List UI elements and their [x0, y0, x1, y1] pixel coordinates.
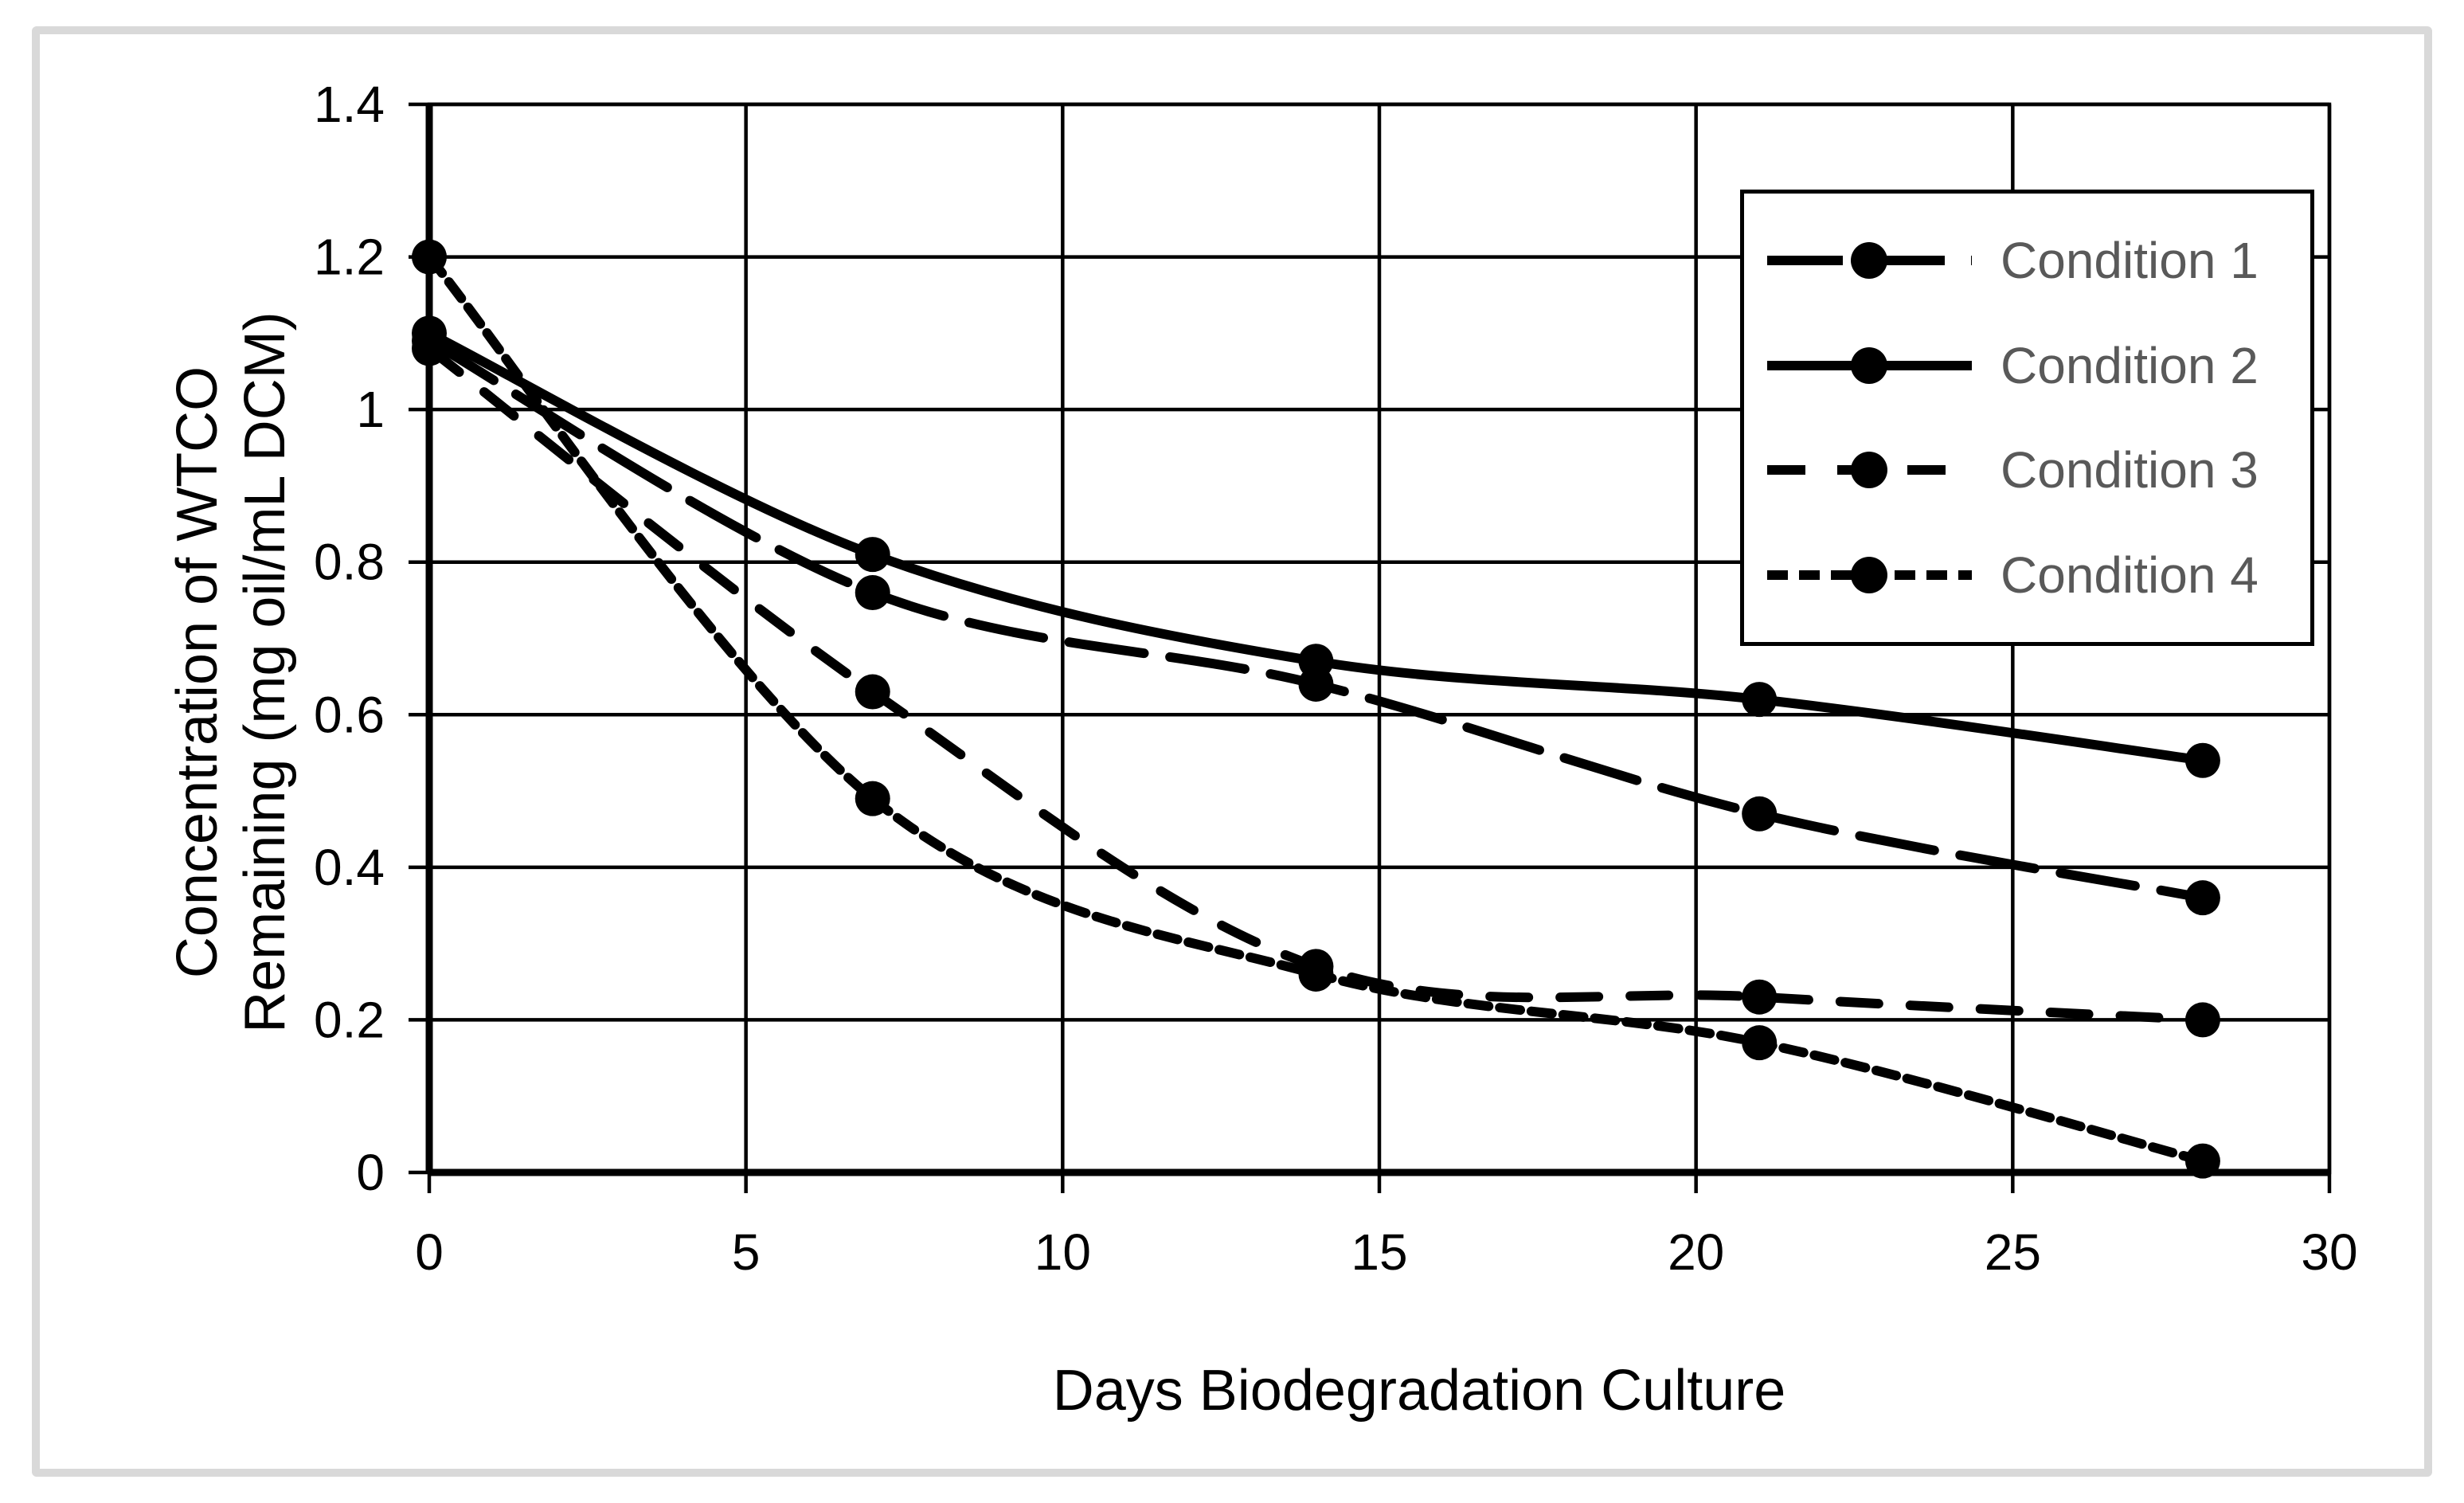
legend-item-condition-1: Condition 1	[1744, 231, 2310, 290]
y-tick-label: 0.6	[314, 686, 385, 743]
data-marker-3	[2184, 1002, 2220, 1038]
legend-label: Condition 1	[2001, 231, 2259, 289]
y-tick-label: 0.4	[314, 839, 385, 896]
data-marker-2	[1298, 644, 1334, 679]
data-marker-1	[2184, 880, 2220, 916]
x-tick-label: 10	[1034, 1223, 1091, 1281]
legend-line-sample-icon	[1767, 241, 1972, 279]
legend: Condition 1 Condition 2 Condition 3 Conditi…	[1740, 190, 2314, 646]
figure-frame: 0 5 10 15 20 25 30 0 0.2 0.4 0.6 0.8 1 1.2 1.4 Days Bi…	[32, 26, 2432, 1477]
data-marker-4	[412, 239, 447, 275]
y-axis-title-line1: Concentration of WTCO	[166, 366, 229, 979]
data-marker-4	[1298, 956, 1334, 992]
data-marker-2	[855, 537, 890, 573]
data-marker-4	[855, 781, 890, 816]
legend-marker-icon	[1851, 557, 1887, 594]
y-tick-label: 0	[356, 1144, 385, 1201]
legend-line-sample-icon	[1767, 346, 1972, 384]
legend-marker-icon	[1851, 241, 1887, 279]
legend-label: Condition 2	[2001, 336, 2259, 394]
x-tick-label: 15	[1351, 1223, 1407, 1281]
data-marker-4	[1742, 1025, 1778, 1061]
legend-item-condition-4: Condition 4	[1744, 546, 2310, 605]
legend-item-condition-3: Condition 3	[1744, 440, 2310, 499]
x-tick-label: 25	[1985, 1223, 2041, 1281]
data-marker-2	[2184, 742, 2220, 778]
data-marker-3	[855, 674, 890, 710]
legend-line-sample-icon	[1767, 452, 1972, 489]
legend-label: Condition 4	[2001, 546, 2259, 605]
y-tick-label: 0.8	[314, 534, 385, 591]
data-marker-1	[855, 575, 890, 611]
x-tick-label: 0	[415, 1223, 444, 1281]
data-marker-3	[412, 331, 447, 366]
legend-marker-icon	[1851, 346, 1887, 384]
y-tick-label: 1.4	[314, 76, 385, 133]
legend-marker-icon	[1851, 452, 1887, 489]
y-tick-label: 1	[356, 381, 385, 438]
y-axis-title-line2: Remaining (mg oil/mL DCM)	[233, 311, 297, 1033]
data-marker-1	[1742, 796, 1778, 832]
legend-item-condition-2: Condition 2	[1744, 336, 2310, 395]
data-marker-3	[1742, 979, 1778, 1015]
data-marker-4	[2184, 1143, 2220, 1179]
x-tick-label: 30	[2301, 1223, 2357, 1281]
y-tick-label: 1.2	[314, 229, 385, 286]
y-axis-title: Concentration of WTCO Remaining (mg oil/…	[164, 75, 307, 1270]
y-tick-label: 0.2	[314, 991, 385, 1048]
x-tick-label: 5	[732, 1223, 761, 1281]
data-marker-2	[1742, 682, 1778, 718]
series-line-3	[424, 343, 2208, 1025]
x-axis-title: Days Biodegradation Culture	[1052, 1359, 1786, 1423]
series-line-4	[424, 252, 2208, 1166]
legend-label: Condition 3	[2001, 441, 2259, 499]
x-tick-label: 20	[1668, 1223, 1724, 1281]
legend-line-sample-icon	[1767, 557, 1972, 594]
